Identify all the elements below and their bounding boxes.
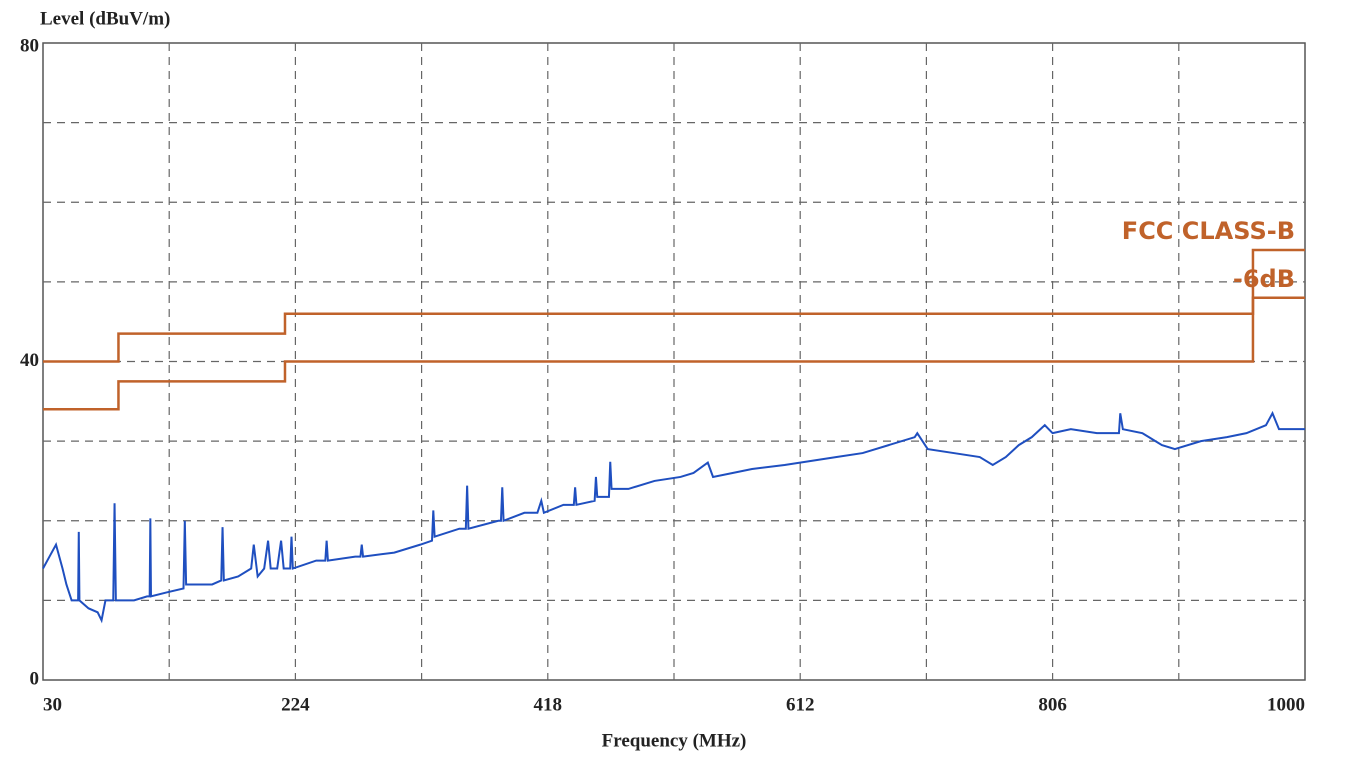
x-tick-label: 30: [43, 694, 62, 715]
x-tick-label: 224: [281, 694, 310, 715]
x-tick-label: 612: [786, 694, 815, 715]
line-label: FCC CLASS-B: [1122, 217, 1295, 245]
x-tick-label: 418: [534, 694, 563, 715]
data-line: [43, 296, 1305, 411]
data-line: [43, 248, 1305, 363]
x-tick-label: 806: [1038, 694, 1067, 715]
data-line: [42, 410, 1305, 624]
y-tick-label: 40: [20, 350, 39, 371]
x-tick-label: 1000: [1267, 694, 1305, 715]
y-tick-label: 0: [30, 668, 40, 689]
x-axis-label: Frequency (MHz): [602, 730, 747, 751]
y-tick-label: 80: [20, 35, 39, 56]
y-axis-label: Level (dBuV/m): [40, 8, 170, 29]
line-label: -6dB: [1233, 265, 1295, 293]
